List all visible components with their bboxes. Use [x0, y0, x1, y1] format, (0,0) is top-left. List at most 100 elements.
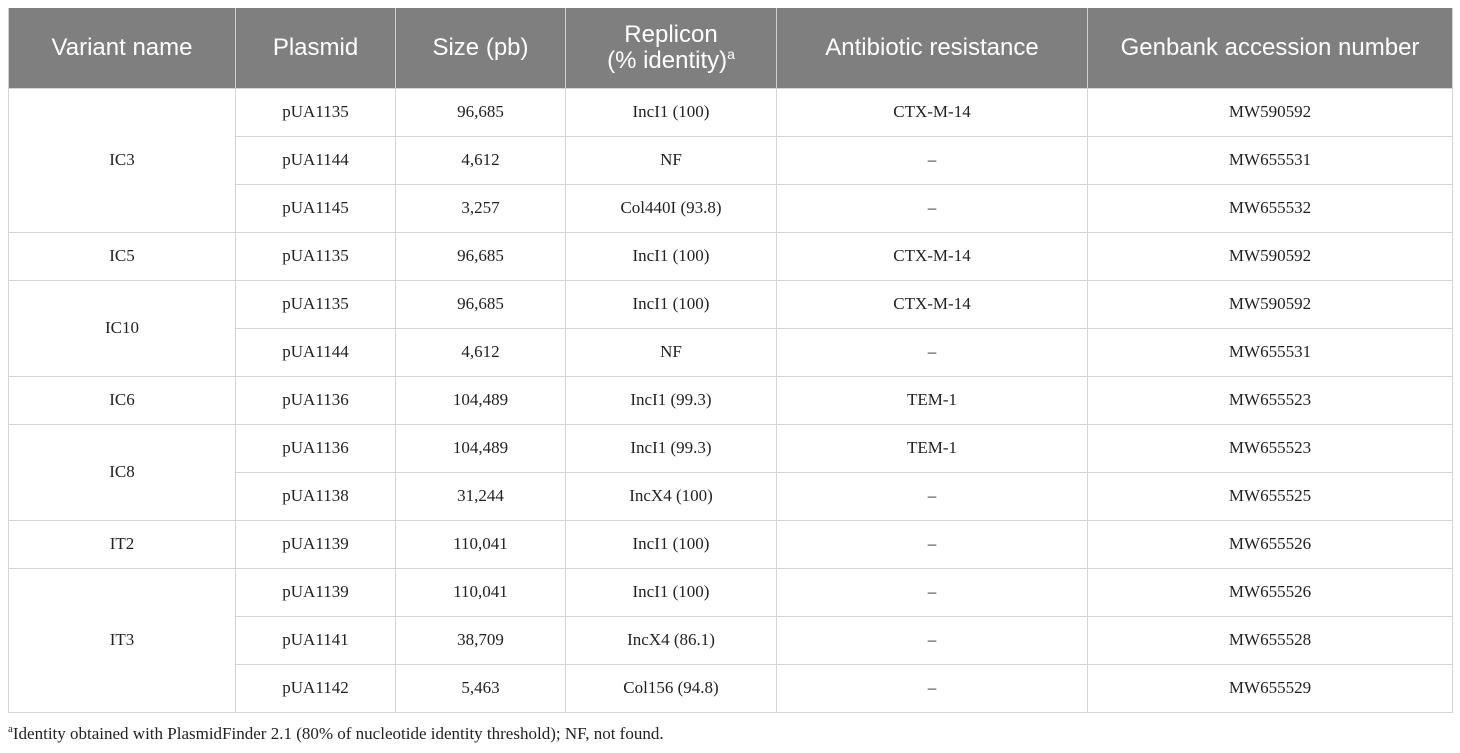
cell-antibiotic-resistance: – [776, 615, 1088, 665]
table-row: pUA1144 4,612 NF – MW655531 [9, 135, 1453, 185]
cell-replicon: IncX4 (86.1) [565, 615, 777, 665]
cell-genbank-accession: MW655523 [1087, 423, 1453, 473]
header-genbank-accession: Genbank accession number [1087, 8, 1453, 88]
cell-plasmid: pUA1136 [235, 375, 396, 425]
cell-variant-name: IC6 [8, 375, 236, 425]
header-replicon-line1: Replicon [624, 20, 718, 48]
cell-size: 110,041 [395, 567, 566, 617]
cell-replicon: IncI1 (99.3) [565, 375, 777, 425]
table-row: pUA1145 3,257 Col440I (93.8) – MW655532 [9, 183, 1453, 233]
cell-genbank-accession: MW590592 [1087, 279, 1453, 329]
cell-plasmid: pUA1141 [235, 615, 396, 665]
cell-genbank-accession: MW655526 [1087, 519, 1453, 569]
cell-genbank-accession: MW655531 [1087, 327, 1453, 377]
table-row: IC10 pUA1135 96,685 IncI1 (100) CTX-M-14 MW59… [8, 279, 1453, 377]
cell-replicon: IncI1 (100) [565, 279, 777, 329]
header-variant-name: Variant name [8, 8, 236, 88]
cell-plasmid: pUA1136 [235, 423, 396, 473]
cell-size: 104,489 [395, 375, 566, 425]
cell-size: 110,041 [395, 519, 566, 569]
table-row: IC5 pUA1135 96,685 IncI1 (100) CTX-M-14 MW590… [8, 231, 1453, 281]
cell-variant-name: IC8 [8, 423, 236, 521]
cell-plasmid: pUA1139 [235, 519, 396, 569]
cell-replicon: IncI1 (100) [565, 519, 777, 569]
header-replicon-footnote-marker: a [727, 45, 735, 62]
cell-genbank-accession: MW655523 [1087, 375, 1453, 425]
cell-antibiotic-resistance: – [776, 135, 1088, 185]
cell-plasmid: pUA1138 [235, 471, 396, 521]
cell-plasmid: pUA1135 [235, 87, 396, 137]
cell-replicon: IncI1 (99.3) [565, 423, 777, 473]
cell-size: 96,685 [395, 87, 566, 137]
cell-antibiotic-resistance: – [776, 519, 1088, 569]
cell-replicon: NF [565, 135, 777, 185]
cell-replicon: IncX4 (100) [565, 471, 777, 521]
plasmid-table: Variant name Plasmid Size (pb) Replicon … [8, 8, 1453, 713]
cell-plasmid: pUA1139 [235, 567, 396, 617]
cell-genbank-accession: MW655529 [1087, 663, 1453, 713]
cell-antibiotic-resistance: – [776, 567, 1088, 617]
table-row: pUA1141 38,709 IncX4 (86.1) – MW655528 [9, 615, 1453, 665]
cell-antibiotic-resistance: CTX-M-14 [776, 87, 1088, 137]
header-replicon-line2: (% identity) [607, 46, 728, 74]
table-header: Variant name Plasmid Size (pb) Replicon … [8, 8, 1453, 88]
cell-replicon: Col156 (94.8) [565, 663, 777, 713]
cell-variant-name: IC3 [8, 87, 236, 233]
cell-size: 3,257 [395, 183, 566, 233]
table-row: IT3 pUA1139 110,041 IncI1 (100) – MW655526 [8, 567, 1453, 713]
cell-plasmid: pUA1144 [235, 327, 396, 377]
table-footnote: aIdentity obtained with PlasmidFinder 2.… [8, 724, 664, 744]
header-plasmid: Plasmid [235, 8, 396, 88]
cell-replicon: IncI1 (100) [565, 231, 777, 281]
cell-genbank-accession: MW655528 [1087, 615, 1453, 665]
table-row: IC8 pUA1136 104,489 IncI1 (99.3) TEM-1 MW6555… [8, 423, 1453, 521]
header-size: Size (pb) [395, 8, 566, 88]
cell-size: 4,612 [395, 135, 566, 185]
cell-variant-name: IC5 [8, 231, 236, 281]
cell-antibiotic-resistance: CTX-M-14 [776, 279, 1088, 329]
header-antibiotic-resistance: Antibiotic resistance [776, 8, 1088, 88]
cell-genbank-accession: MW655531 [1087, 135, 1453, 185]
cell-replicon: Col440I (93.8) [565, 183, 777, 233]
cell-antibiotic-resistance: TEM-1 [776, 375, 1088, 425]
cell-variant-name: IC10 [8, 279, 236, 377]
cell-size: 38,709 [395, 615, 566, 665]
table-row: IC6 pUA1136 104,489 IncI1 (99.3) TEM-1 MW6555… [8, 375, 1453, 425]
cell-antibiotic-resistance: TEM-1 [776, 423, 1088, 473]
footnote-text: Identity obtained with PlasmidFinder 2.1… [12, 724, 664, 743]
cell-antibiotic-resistance: – [776, 183, 1088, 233]
cell-antibiotic-resistance: – [776, 471, 1088, 521]
cell-antibiotic-resistance: – [776, 663, 1088, 713]
cell-size: 104,489 [395, 423, 566, 473]
cell-genbank-accession: MW655532 [1087, 183, 1453, 233]
cell-plasmid: pUA1135 [235, 279, 396, 329]
footnote-marker: a [8, 723, 13, 735]
table-row: pUA1142 5,463 Col156 (94.8) – MW655529 [9, 663, 1453, 713]
cell-size: 96,685 [395, 279, 566, 329]
cell-replicon: NF [565, 327, 777, 377]
cell-genbank-accession: MW655525 [1087, 471, 1453, 521]
cell-replicon: IncI1 (100) [565, 87, 777, 137]
cell-genbank-accession: MW655526 [1087, 567, 1453, 617]
cell-plasmid: pUA1144 [235, 135, 396, 185]
cell-genbank-accession: MW590592 [1087, 231, 1453, 281]
cell-variant-name: IT2 [8, 519, 236, 569]
cell-replicon: IncI1 (100) [565, 567, 777, 617]
table-row: IT2 pUA1139 110,041 IncI1 (100) – MW655526 [8, 519, 1453, 569]
cell-size: 5,463 [395, 663, 566, 713]
table-body: IC3 pUA1135 96,685 IncI1 (100) CTX-M-14 MW590… [8, 87, 1453, 713]
cell-size: 4,612 [395, 327, 566, 377]
cell-antibiotic-resistance: – [776, 327, 1088, 377]
header-replicon: Replicon (% identity)a [565, 8, 777, 88]
cell-antibiotic-resistance: CTX-M-14 [776, 231, 1088, 281]
header-row: Variant name Plasmid Size (pb) Replicon … [8, 8, 1453, 88]
table-row: IC3 pUA1135 96,685 IncI1 (100) CTX-M-14 MW590… [8, 87, 1453, 233]
cell-plasmid: pUA1135 [235, 231, 396, 281]
cell-plasmid: pUA1145 [235, 183, 396, 233]
cell-variant-name: IT3 [8, 567, 236, 713]
cell-size: 96,685 [395, 231, 566, 281]
table-row: pUA1138 31,244 IncX4 (100) – MW655525 [9, 471, 1453, 521]
cell-plasmid: pUA1142 [235, 663, 396, 713]
table-row: pUA1144 4,612 NF – MW655531 [9, 327, 1453, 377]
plasmid-table-container: Variant name Plasmid Size (pb) Replicon … [8, 8, 1453, 713]
